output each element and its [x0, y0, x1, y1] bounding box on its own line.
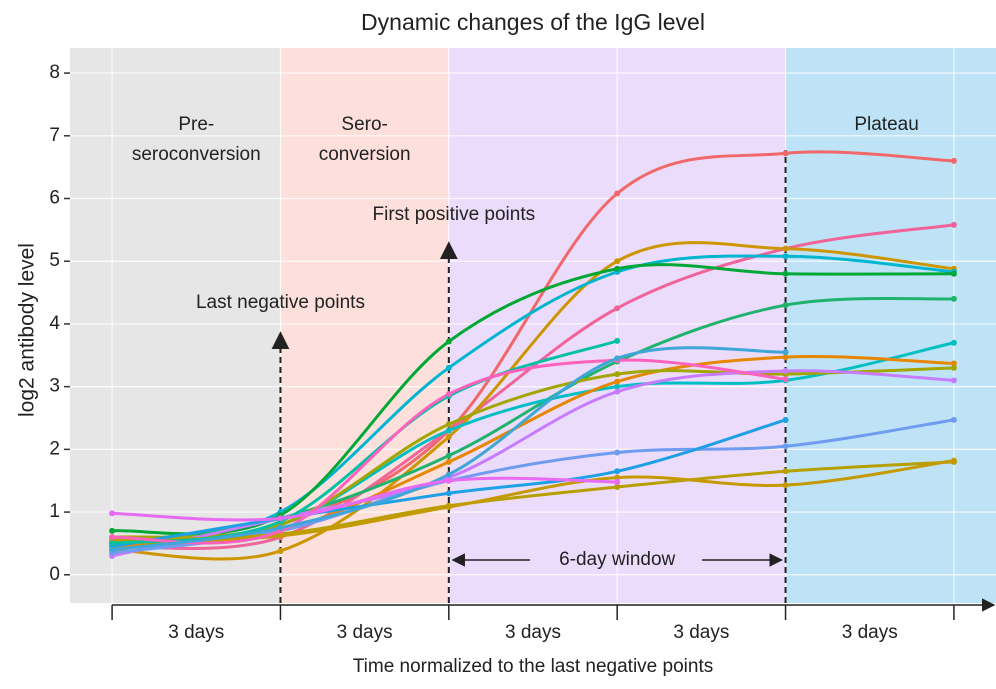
point [614, 478, 621, 485]
point [950, 270, 957, 277]
point [614, 474, 621, 481]
point [614, 449, 621, 456]
annotation: 6-day window [559, 549, 675, 570]
y-tick-label: 2 [49, 438, 60, 459]
point [614, 383, 621, 390]
point [109, 510, 116, 517]
point [614, 258, 621, 265]
y-tick-label: 8 [49, 62, 60, 83]
point [277, 547, 284, 554]
x-axis-title: Time normalized to the last negative poi… [353, 656, 713, 677]
point [782, 253, 789, 260]
y-tick-label: 5 [49, 250, 60, 271]
point [782, 482, 789, 489]
point [445, 490, 452, 497]
point [782, 354, 789, 361]
point [277, 515, 284, 522]
point [445, 421, 452, 428]
chart-title: Dynamic changes of the IgG level [361, 9, 705, 35]
point [950, 377, 957, 384]
point [782, 367, 789, 374]
point [614, 337, 621, 344]
region-label: conversion [319, 144, 411, 165]
point [445, 433, 452, 440]
point [614, 190, 621, 197]
annotation: Last negative points [196, 292, 365, 313]
point [950, 295, 957, 302]
point [782, 376, 789, 383]
y-tick-label: 4 [49, 313, 60, 334]
interval-label: 3 days [337, 622, 393, 643]
point [782, 302, 789, 309]
y-tick-label: 1 [49, 501, 60, 522]
point [445, 504, 452, 511]
y-tick-label: 0 [49, 564, 60, 585]
point [950, 339, 957, 346]
point [614, 265, 621, 272]
point [950, 416, 957, 423]
point [614, 305, 621, 312]
point [109, 527, 116, 534]
series-line [110, 339, 619, 545]
point [782, 245, 789, 252]
point [445, 364, 452, 371]
background: Pre-seroconversion Sero-conversion Plateau [70, 48, 996, 603]
point [614, 388, 621, 395]
annotation: First positive points [373, 204, 536, 225]
interval-label: 3 days [842, 622, 898, 643]
y-axis-title: log2 antibody level [16, 243, 39, 417]
point [445, 427, 452, 434]
region [70, 48, 281, 603]
point [445, 391, 452, 398]
point [614, 355, 621, 362]
y-tick-label: 3 [49, 376, 60, 397]
point [782, 270, 789, 277]
point [109, 546, 116, 553]
series-line [110, 369, 956, 558]
y-tick-label: 7 [49, 125, 60, 146]
point [109, 534, 116, 541]
point [950, 360, 957, 367]
region [785, 48, 996, 603]
point [782, 468, 789, 475]
point [277, 524, 284, 531]
point [950, 364, 957, 371]
point [614, 468, 621, 475]
point [782, 416, 789, 423]
plot: Last negative points First positive point… [109, 150, 957, 603]
point [782, 349, 789, 356]
point [277, 532, 284, 539]
point [445, 338, 452, 345]
point [950, 221, 957, 228]
point [109, 540, 116, 547]
series-line [110, 476, 619, 522]
series-line [110, 241, 956, 561]
point [614, 378, 621, 385]
point [614, 371, 621, 378]
point [782, 443, 789, 450]
point [782, 150, 789, 157]
series-line [110, 459, 956, 545]
region-label: seroconversion [132, 144, 261, 165]
point [950, 457, 957, 464]
point [445, 471, 452, 478]
region-label: Plateau [854, 114, 918, 135]
y-tick-label: 6 [49, 188, 60, 209]
interval-label: 3 days [505, 622, 561, 643]
point [445, 458, 452, 465]
point [445, 477, 452, 484]
region-label: Sero- [341, 114, 387, 135]
point [950, 157, 957, 164]
point [614, 483, 621, 490]
interval-label: 3 days [673, 622, 729, 643]
interval-label: 3 days [168, 622, 224, 643]
region-label: Pre- [178, 114, 214, 135]
series-line [110, 223, 956, 551]
point [445, 452, 452, 459]
